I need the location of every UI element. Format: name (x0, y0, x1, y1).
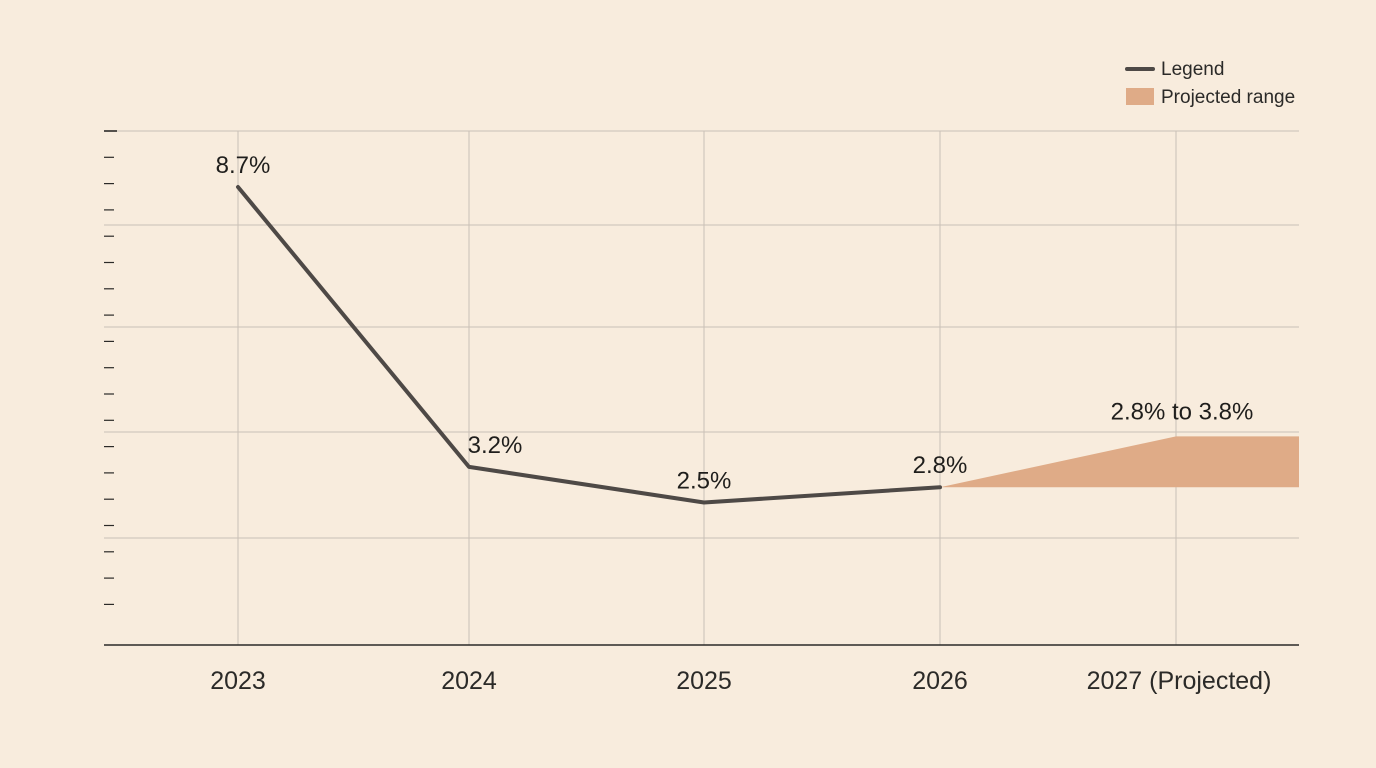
data-label: 8.7% (216, 152, 271, 179)
series-lines (236, 184, 942, 505)
x-tick-label: 2026 (912, 667, 968, 695)
legend: Legend Projected range (1125, 59, 1295, 108)
x-tick-label: 2025 (676, 667, 732, 695)
x-tick-label: 2023 (210, 667, 266, 695)
x-tick-label: 2027 (Projected) (1087, 667, 1272, 695)
projected-range-area (940, 436, 1299, 488)
legend-range-swatch (1126, 88, 1154, 105)
projected-range-band (940, 436, 1299, 488)
series-line (236, 184, 942, 505)
grid-lines (104, 130, 1299, 645)
data-label: 2.8% (913, 452, 968, 479)
legend-range-label: Projected range (1161, 87, 1295, 108)
x-axis-tick-labels: 2023 2024 2025 2026 2027 (Projected) (210, 667, 1271, 695)
data-labels: 8.7% 3.2% 2.5% 2.8% 2.8% to 3.8% (216, 152, 1254, 495)
legend-series-label: Legend (1161, 59, 1224, 80)
x-tick-label: 2024 (441, 667, 497, 695)
data-label: 2.5% (677, 468, 732, 495)
data-label: 3.2% (468, 432, 523, 459)
projected-range-label: 2.8% to 3.8% (1111, 398, 1254, 425)
y-axis-ticks (104, 130, 117, 606)
